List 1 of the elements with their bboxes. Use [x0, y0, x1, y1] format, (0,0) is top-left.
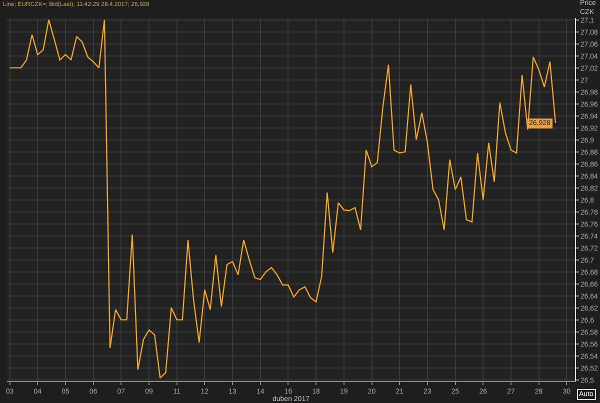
line-series [9, 19, 556, 379]
